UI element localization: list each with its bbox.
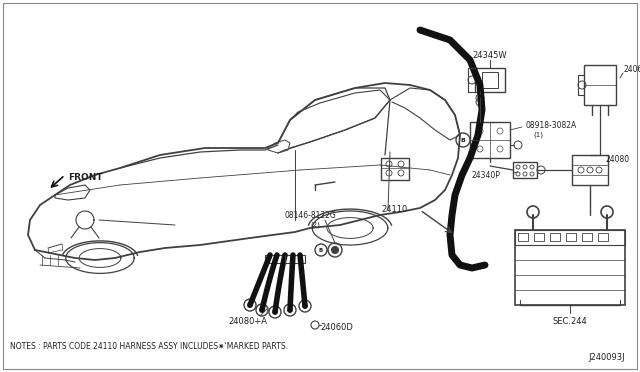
Text: 24345W: 24345W <box>473 51 508 60</box>
Text: 24080: 24080 <box>605 155 629 164</box>
Circle shape <box>248 302 253 308</box>
Bar <box>515 230 625 245</box>
Text: FRONT: FRONT <box>68 173 102 183</box>
Bar <box>482 72 498 88</box>
Text: J240093J: J240093J <box>588 353 625 362</box>
Text: NOTES : PARTS CODE 24110 HARNESS ASSY INCLUDES✷‘MARKED PARTS.: NOTES : PARTS CODE 24110 HARNESS ASSY IN… <box>10 342 288 351</box>
Bar <box>550 233 560 241</box>
Circle shape <box>259 308 264 312</box>
Text: 24080+A: 24080+A <box>228 317 268 327</box>
Bar <box>265 255 305 263</box>
Bar <box>534 233 544 241</box>
Circle shape <box>303 304 307 308</box>
Text: B: B <box>461 138 465 142</box>
Bar <box>381 158 409 180</box>
Text: 08918-3082A: 08918-3082A <box>525 121 576 129</box>
Text: (1): (1) <box>533 132 543 138</box>
Bar <box>582 233 592 241</box>
Bar <box>513 162 537 178</box>
Bar <box>518 233 528 241</box>
Text: 24060D: 24060D <box>623 65 640 74</box>
Circle shape <box>332 247 339 253</box>
Text: 24060D: 24060D <box>320 324 353 333</box>
Bar <box>566 233 576 241</box>
Text: SEC.244: SEC.244 <box>552 317 588 326</box>
Bar <box>475 68 505 92</box>
Text: 08146-8122G: 08146-8122G <box>284 211 336 219</box>
Text: 24110: 24110 <box>382 205 408 215</box>
Text: 24340P: 24340P <box>471 170 500 180</box>
Bar <box>470 122 510 158</box>
Circle shape <box>287 308 292 312</box>
Circle shape <box>273 310 278 314</box>
Text: (2): (2) <box>310 222 320 228</box>
Bar <box>584 65 616 105</box>
Bar <box>572 155 608 185</box>
Bar <box>515 230 625 305</box>
Text: B: B <box>319 247 323 253</box>
Bar <box>598 233 608 241</box>
